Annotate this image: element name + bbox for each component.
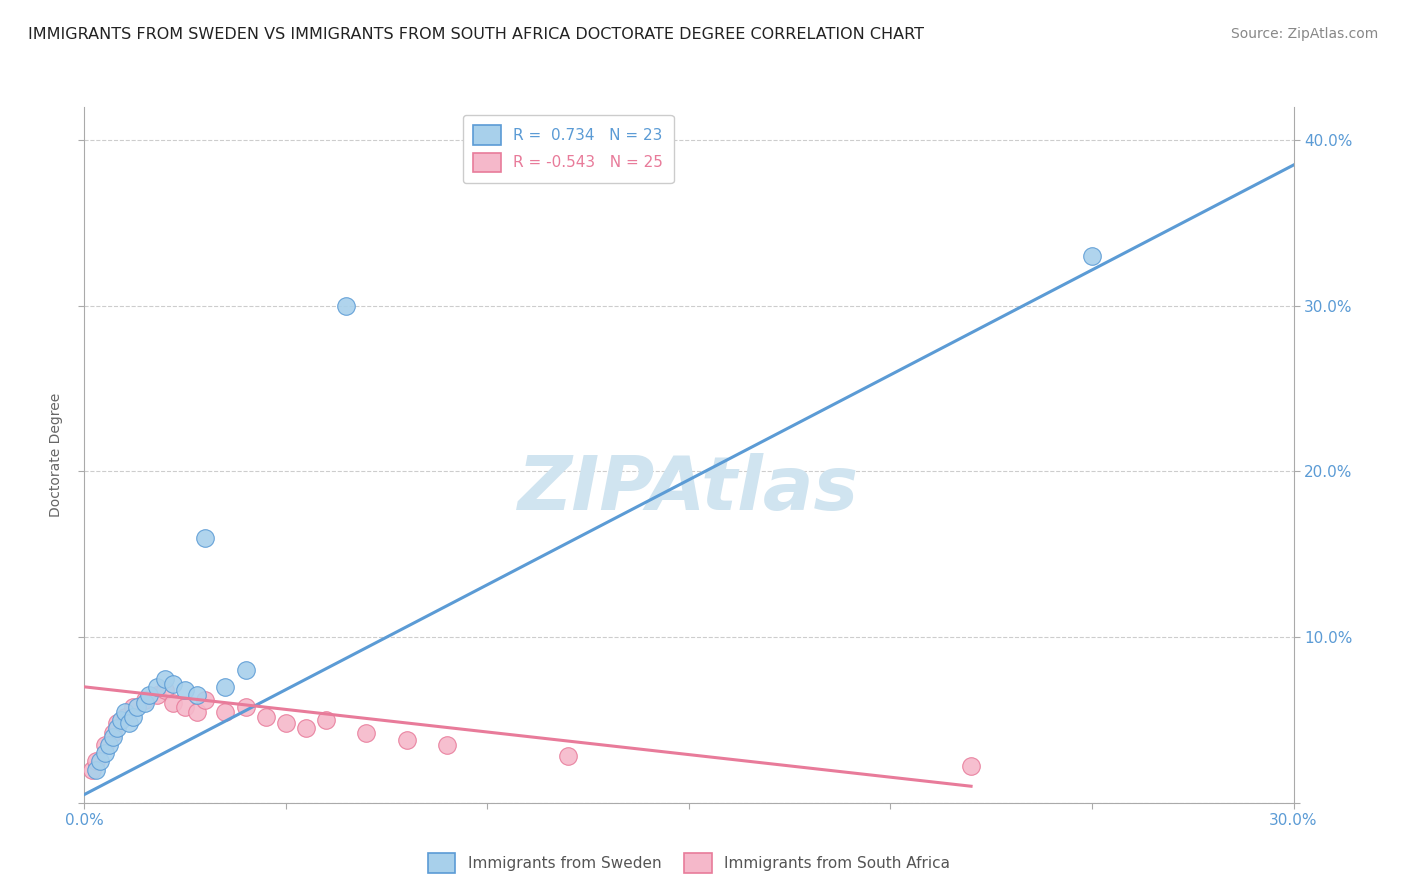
Text: ZIPAtlas: ZIPAtlas [519, 453, 859, 526]
Point [86, 755, 108, 769]
Point [194, 531, 217, 545]
Text: IMMIGRANTS FROM SWEDEN VS IMMIGRANTS FROM SOUTH AFRICA DOCTORATE DEGREE CORRELAT: IMMIGRANTS FROM SWEDEN VS IMMIGRANTS FRO… [28, 27, 924, 42]
Point [436, 738, 458, 752]
Point [960, 759, 983, 773]
Point [254, 709, 277, 723]
Point [146, 680, 169, 694]
Point [1081, 249, 1104, 263]
Point [274, 716, 297, 731]
Point [134, 697, 156, 711]
Point [86, 763, 108, 777]
Point [162, 697, 184, 711]
Point [335, 299, 357, 313]
Point [153, 683, 176, 698]
Point [97, 738, 120, 752]
Point [153, 672, 176, 686]
Point [186, 705, 208, 719]
Y-axis label: Doctorate Degree: Doctorate Degree [49, 392, 63, 517]
Point [174, 683, 197, 698]
Point [93, 738, 115, 752]
Point [121, 709, 143, 723]
Point [110, 713, 132, 727]
Point [214, 705, 236, 719]
Point [93, 746, 115, 760]
Point [125, 699, 148, 714]
Point [557, 749, 579, 764]
Point [118, 716, 141, 731]
Point [114, 709, 136, 723]
Point [101, 730, 124, 744]
Point [235, 663, 257, 677]
Point [82, 763, 104, 777]
Point [134, 693, 156, 707]
Point [186, 688, 208, 702]
Point [235, 699, 257, 714]
Point [395, 732, 418, 747]
Point [105, 721, 128, 735]
Point [89, 755, 111, 769]
Point [315, 713, 337, 727]
Point [174, 699, 197, 714]
Point [162, 676, 184, 690]
Point [146, 688, 169, 702]
Point [114, 705, 136, 719]
Point [194, 693, 217, 707]
Point [105, 716, 128, 731]
Legend: Immigrants from Sweden, Immigrants from South Africa: Immigrants from Sweden, Immigrants from … [422, 847, 956, 879]
Point [121, 699, 143, 714]
Point [101, 726, 124, 740]
Point [138, 688, 160, 702]
Point [356, 726, 378, 740]
Text: Source: ZipAtlas.com: Source: ZipAtlas.com [1230, 27, 1378, 41]
Point [295, 721, 318, 735]
Point [214, 680, 236, 694]
